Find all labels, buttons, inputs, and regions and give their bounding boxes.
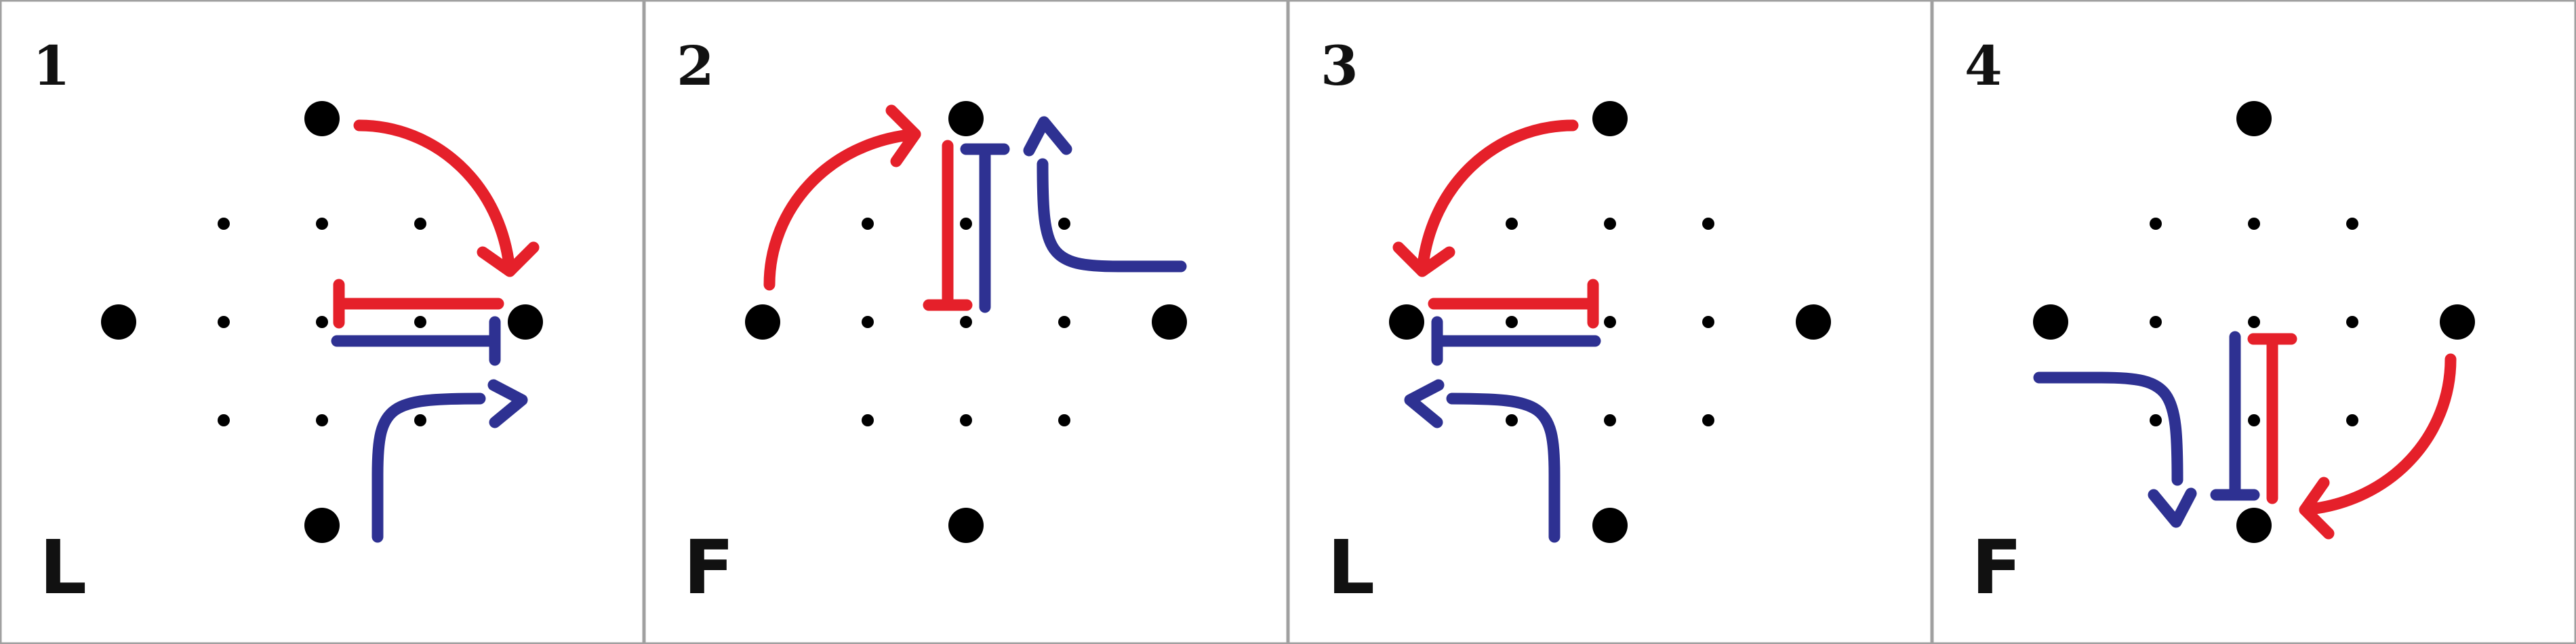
blue-curved-arrow — [371, 393, 486, 543]
red-blocking-bar — [333, 279, 504, 329]
panel-number: 2 — [677, 34, 715, 98]
red-arrowhead — [1392, 241, 1455, 277]
panel-letter: L — [1327, 524, 1375, 611]
panel-2: 2F — [643, 0, 1289, 644]
red-arrowhead — [2299, 477, 2335, 540]
panel-number: 4 — [1965, 34, 2003, 98]
blue-curved-arrow — [1446, 393, 1561, 543]
blue-curved-arrow — [1037, 158, 1187, 273]
red-arrowhead — [477, 241, 540, 277]
blue-blocking-bar — [960, 143, 1010, 313]
red-curved-arrow — [1416, 119, 1579, 277]
blue-curved-arrow — [2033, 371, 2183, 486]
panel-4: 4F — [1931, 0, 2576, 644]
panel-number: 1 — [33, 34, 71, 98]
panel-3: 3L — [1287, 0, 1933, 644]
red-blocking-bar — [923, 140, 973, 311]
blue-arrowhead — [487, 379, 528, 428]
red-curved-arrow — [353, 119, 516, 277]
red-curved-arrow — [763, 128, 921, 291]
blue-arrowhead — [1023, 116, 1072, 157]
panel-letter: L — [39, 524, 87, 611]
blue-blocking-bar — [1431, 316, 1601, 366]
red-curved-arrow — [2299, 353, 2457, 516]
red-blocking-bar — [1428, 279, 1599, 329]
blue-blocking-bar — [331, 316, 501, 366]
panel-1: 1L — [0, 0, 645, 644]
blue-arrowhead — [2148, 487, 2197, 528]
panel-number: 3 — [1321, 34, 1359, 98]
panel-letter: F — [683, 524, 734, 611]
panel-letter: F — [1971, 524, 2022, 611]
red-arrowhead — [885, 104, 921, 167]
blue-blocking-bar — [2210, 331, 2260, 501]
blue-arrowhead — [1404, 379, 1445, 428]
red-blocking-bar — [2247, 333, 2297, 504]
